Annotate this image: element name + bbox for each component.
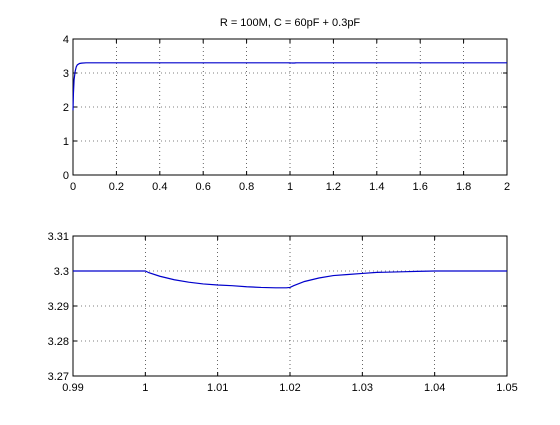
- top-y-tick-label: 4: [63, 34, 69, 46]
- top-y-tick-label: 3: [63, 68, 69, 80]
- bottom-x-tick-label: 1.04: [424, 382, 445, 394]
- bottom-x-tick-label: 1.01: [207, 382, 228, 394]
- top-x-tick-label: 0: [70, 181, 76, 193]
- top-x-tick-label: 0.6: [196, 181, 211, 193]
- bottom-y-tick-label: 3.29: [48, 301, 69, 313]
- bottom-x-tick-label: 1.03: [352, 382, 373, 394]
- top-x-tick-label: 1.8: [456, 181, 471, 193]
- top-x-tick-label: 0.8: [239, 181, 254, 193]
- bottom-x-tick-label: 1.05: [496, 382, 517, 394]
- top-chart-title: R = 100M, C = 60pF + 0.3pF: [220, 17, 361, 29]
- top-axes: 0 0.2 0.4 0.6 0.8 1 1.2 1.4 1.6 1.8 2 0 1 2 3 4 R = 100M…: [63, 17, 510, 193]
- top-y-tick-label: 0: [63, 170, 69, 182]
- top-x-tick-label: 0.2: [109, 181, 124, 193]
- top-y-tick-label: 1: [63, 136, 69, 148]
- bottom-x-tick-label: 1: [142, 382, 148, 394]
- bottom-x-tick-label: 0.99: [62, 382, 83, 394]
- bottom-axes: 0.99 1 1.01 1.02 1.03 1.04 1.05 3.27 3.28 3.29 3.3…: [48, 231, 518, 394]
- top-x-tick-label: 1.6: [413, 181, 428, 193]
- top-x-tick-label: 0.4: [152, 181, 167, 193]
- bottom-y-tick-label: 3.3: [54, 266, 69, 278]
- top-y-tick-label: 2: [63, 102, 69, 114]
- top-x-tick-label: 1.4: [369, 181, 384, 193]
- bottom-y-tick-label: 3.28: [48, 336, 69, 348]
- bottom-y-tick-label: 3.31: [48, 231, 69, 243]
- bottom-series-line: [73, 270, 507, 289]
- top-x-tick-label: 1.2: [326, 181, 341, 193]
- top-x-tick-label: 1: [287, 181, 293, 193]
- bottom-x-tick-label: 1.02: [279, 382, 300, 394]
- bottom-y-tick-label: 3.27: [48, 371, 69, 383]
- top-x-tick-label: 2: [504, 181, 510, 193]
- top-series-line: [72, 62, 507, 111]
